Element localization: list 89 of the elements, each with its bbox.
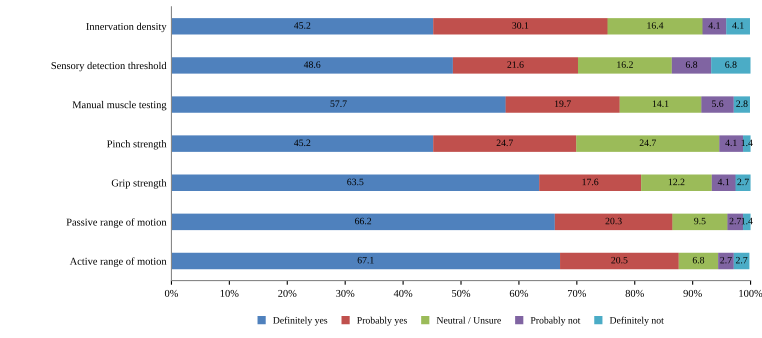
x-tick-label: 90% — [683, 290, 702, 297]
x-tick-label: 20% — [278, 290, 296, 297]
y-tick-label: Sensory detection threshold — [52, 62, 166, 72]
bar — [576, 135, 720, 152]
bar — [734, 252, 750, 270]
data-label: 17.6 — [582, 178, 598, 186]
data-label: 16.4 — [647, 22, 664, 29]
y-tick-label: Pinch strength — [106, 140, 166, 150]
data-label: 2.7 — [736, 256, 748, 264]
y-tick-label: Grip strength — [112, 179, 166, 189]
bar — [171, 96, 506, 113]
data-label: 6.8 — [725, 61, 737, 68]
data-label: 12.2 — [668, 178, 684, 186]
bar — [452, 57, 578, 74]
legend-label: Probably not — [530, 316, 580, 326]
bar — [171, 214, 555, 230]
x-tick-label: 0% — [164, 290, 178, 297]
bar — [620, 96, 702, 113]
y-tick-label: Manual muscle testing — [72, 100, 166, 110]
data-label: 57.7 — [330, 100, 347, 108]
y-tick-label: Active range of motion — [70, 257, 166, 267]
bar — [171, 135, 434, 152]
data-label: 4.1 — [725, 140, 737, 146]
data-label: 4.1 — [732, 22, 744, 29]
legend-label: Definitely yes — [273, 316, 328, 326]
bar — [578, 57, 672, 74]
data-label: 24.7 — [640, 140, 656, 146]
legend-label: Probably yes — [357, 316, 407, 326]
x-tick-label: 10% — [220, 290, 239, 297]
y-tick-label: Innervation density — [86, 22, 167, 32]
bar — [672, 214, 728, 230]
x-tick-label: 60% — [510, 290, 528, 297]
data-label: 20.3 — [606, 218, 622, 224]
bar — [560, 252, 679, 270]
data-label: 2.8 — [736, 100, 748, 108]
x-tick-label: 100% — [739, 290, 762, 297]
bar — [171, 174, 540, 191]
data-label: 2.7 — [730, 218, 742, 224]
data-label: 45.2 — [294, 22, 310, 29]
data-label: 16.2 — [617, 61, 633, 68]
bar — [433, 135, 576, 152]
bar — [718, 252, 734, 270]
bar — [719, 135, 744, 152]
bar — [171, 57, 453, 74]
data-label: 6.8 — [692, 256, 704, 264]
bar — [539, 174, 642, 191]
x-tick-label: 70% — [568, 290, 586, 297]
data-label: 6.8 — [686, 61, 698, 68]
x-tick-label: 40% — [394, 290, 412, 297]
bar — [433, 18, 608, 35]
x-tick-label: 50% — [452, 290, 470, 297]
bar — [712, 174, 736, 191]
bar — [678, 252, 718, 270]
legend-label: Definitely not — [610, 316, 664, 326]
y-tick-label: Passive range of motion — [66, 218, 166, 228]
bar — [727, 214, 744, 230]
data-label: 30.1 — [512, 22, 528, 29]
data-label: 24.7 — [496, 140, 513, 146]
data-label: 2.7 — [737, 178, 749, 186]
bar — [506, 96, 620, 113]
bar — [171, 252, 560, 270]
data-label: 4.1 — [708, 22, 720, 29]
bar — [702, 18, 726, 35]
bar — [726, 18, 750, 35]
x-tick-label: 30% — [336, 290, 354, 297]
data-label: 48.6 — [304, 61, 320, 68]
bar — [554, 214, 672, 230]
data-label: 9.5 — [694, 218, 706, 224]
data-label: 19.7 — [554, 100, 571, 108]
bar — [608, 18, 703, 35]
bar — [641, 174, 712, 191]
bar — [734, 96, 750, 113]
x-tick-label: 80% — [626, 290, 644, 297]
data-label: 45.2 — [294, 140, 310, 146]
data-label: 67.1 — [358, 256, 374, 264]
data-label: 5.6 — [712, 100, 724, 108]
bar — [171, 18, 434, 35]
data-label: 63.5 — [347, 178, 364, 186]
data-label: 2.7 — [720, 256, 732, 264]
data-label: 21.6 — [507, 61, 524, 68]
bar — [711, 57, 751, 74]
bar — [736, 174, 751, 191]
data-label: 14.1 — [652, 100, 668, 108]
bar — [672, 57, 712, 74]
data-label: 4.1 — [718, 178, 730, 186]
legend-label: Neutral / Unsure — [436, 316, 501, 324]
data-label: 20.5 — [611, 256, 628, 264]
bar — [701, 96, 734, 113]
data-label: 66.2 — [355, 218, 372, 224]
